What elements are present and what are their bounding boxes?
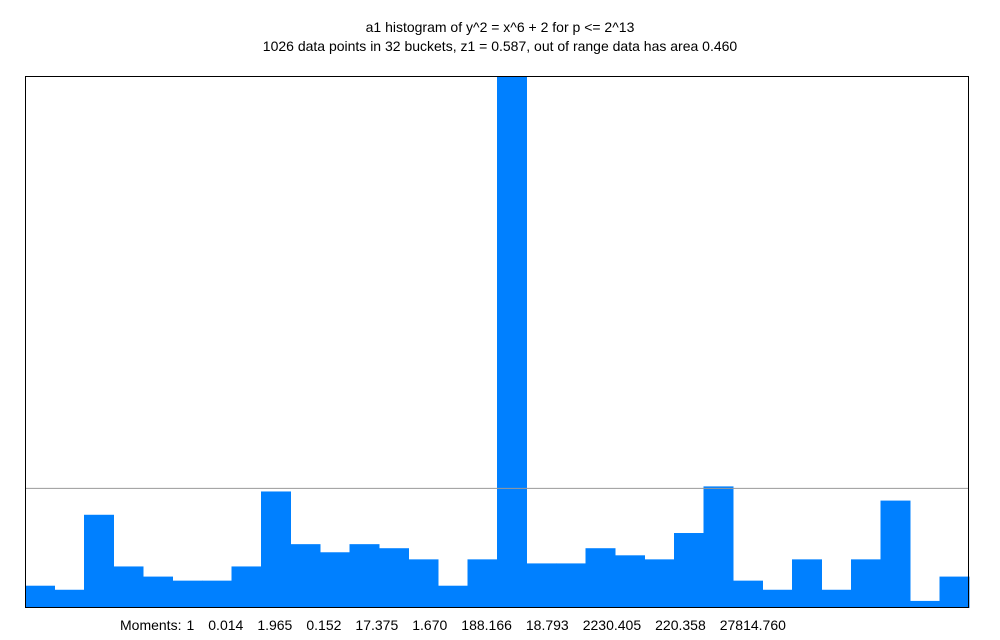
- histogram-bar: [497, 76, 527, 608]
- histogram-bar: [733, 580, 763, 608]
- histogram-bar: [851, 559, 881, 608]
- histogram-bar: [379, 548, 409, 608]
- histogram-bar: [54, 589, 85, 608]
- moment-value: 17.375: [355, 617, 399, 633]
- moments-values: 1 0.014 1.965 0.152 17.375 1.670 188.166 18.793…: [181, 617, 785, 633]
- plot-frame: [25, 76, 969, 608]
- bars-group: [25, 76, 970, 608]
- histogram-bar: [438, 585, 468, 608]
- histogram-bar: [880, 500, 911, 608]
- histogram-bar: [939, 576, 970, 608]
- histogram-bar: [526, 563, 557, 608]
- histogram-bar: [172, 580, 203, 608]
- histogram-bar: [202, 580, 232, 608]
- histogram-bar: [792, 559, 822, 608]
- moment-value: 27814.760: [719, 617, 786, 633]
- moment-value: 2230.405: [582, 617, 642, 633]
- moment-value: 220.358: [655, 617, 706, 633]
- moment-value: 0.152: [306, 617, 342, 633]
- moment-value: 1.670: [412, 617, 448, 633]
- histogram-bar: [261, 491, 291, 608]
- moments-label: Moments:: [120, 617, 182, 633]
- moment-value: 18.793: [525, 617, 569, 633]
- histogram-bar: [467, 559, 498, 608]
- histogram-bar: [143, 576, 173, 608]
- moments-footer: Moments: 1 0.014 1.965 0.152 17.375 1.670 188.1…: [120, 617, 786, 633]
- moment-value: 188.166: [461, 617, 512, 633]
- histogram-bar: [84, 514, 114, 608]
- histogram-bar: [320, 552, 350, 608]
- moment-value: 0.014: [208, 617, 244, 633]
- histogram-bar: [113, 566, 144, 608]
- histogram-bar: [25, 585, 55, 608]
- histogram-bar: [408, 559, 439, 608]
- chart-title: a1 histogram of y^2 = x^6 + 2 for p <= 2…: [365, 19, 635, 35]
- histogram-bar: [349, 544, 380, 608]
- histogram-bar: [703, 486, 734, 608]
- histogram-bar: [674, 533, 704, 608]
- chart-subtitle: 1026 data points in 32 buckets, z1 = 0.5…: [262, 38, 738, 54]
- histogram-bar: [290, 544, 321, 608]
- moment-value: 1: [186, 617, 195, 633]
- histogram-bar: [231, 566, 262, 608]
- histogram-bar: [556, 563, 586, 608]
- histogram-bar: [910, 600, 940, 608]
- moment-value: 1.965: [257, 617, 293, 633]
- histogram-bar: [585, 548, 616, 608]
- histogram-bar: [821, 589, 852, 608]
- histogram-bar: [615, 555, 645, 608]
- histogram-bar: [644, 559, 675, 608]
- histogram-bar: [762, 589, 793, 608]
